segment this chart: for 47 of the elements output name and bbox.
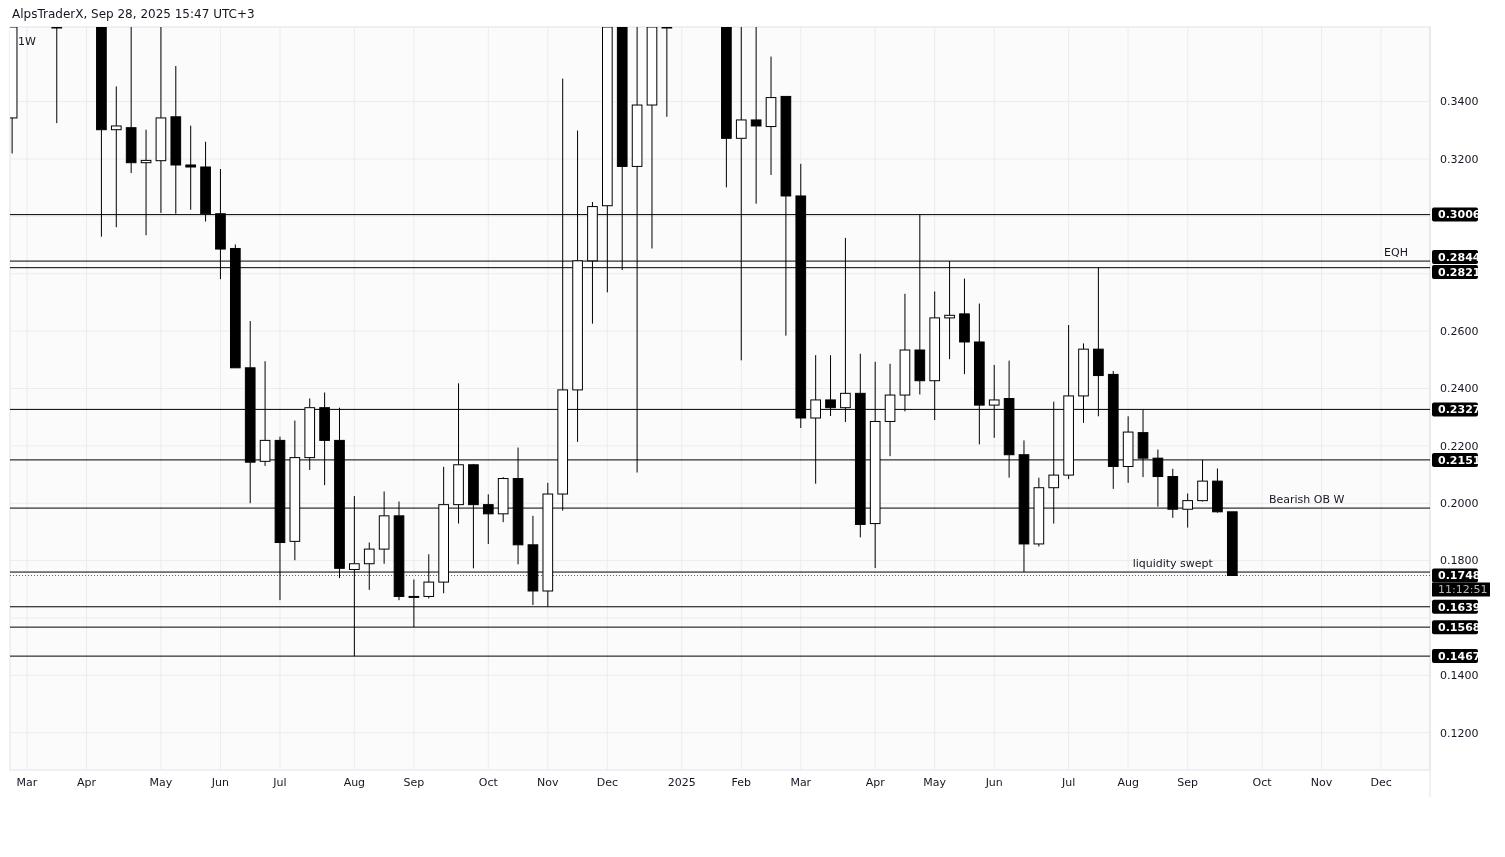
x-tick-label: Apr (865, 776, 886, 789)
annotation: liquidity swept (1132, 557, 1214, 571)
candlestick (125, 27, 137, 174)
ref-line-label: 0.3006 (1438, 208, 1481, 222)
x-tick-label: Feb (731, 776, 752, 789)
y-tick-label: 0.2000 (1440, 497, 1479, 511)
x-tick-label: 2025 (667, 776, 696, 789)
x-tick-label: Aug (1117, 776, 1139, 789)
text: 11:12:51 (1438, 583, 1488, 597)
x-tick-label: May (149, 776, 173, 789)
ref-line-label: 0.2821 (1438, 265, 1481, 279)
candlestick (959, 278, 970, 375)
y-tick-label: 0.3200 (1440, 152, 1479, 166)
y-tick-label: 0.1200 (1440, 726, 1479, 740)
annotation: Bearish OB W (1269, 493, 1345, 507)
x-tick-label: Jun (210, 776, 230, 789)
x-tick-label: Dec (1370, 776, 1392, 789)
y-tick-label: 0.3400 (1440, 95, 1479, 109)
x-tick-label: Sep (1177, 776, 1199, 789)
x-tick-label: Mar (790, 776, 812, 789)
ref-line-label: 0.2327 (1438, 403, 1481, 417)
y-tick-label: 0.1800 (1440, 554, 1479, 568)
x-tick-label: Apr (77, 776, 97, 789)
candlestick (765, 56, 777, 176)
y-tick-label: 0.2200 (1440, 439, 1479, 453)
y-tick-label: 0.1400 (1440, 669, 1479, 683)
x-tick-label: May (923, 776, 947, 789)
x-tick-label: Jun (984, 776, 1003, 789)
x-tick-label: Aug (343, 776, 366, 789)
x-tick-label: Jul (272, 776, 287, 789)
y-tick-label: 0.2400 (1440, 382, 1479, 396)
x-tick-label: Oct (478, 776, 499, 789)
ref-line-label: 0.1467 (1438, 649, 1481, 663)
x-tick-label: Nov (537, 776, 560, 789)
annotation: EQH (1384, 246, 1408, 260)
ref-line-label: 0.2151 (1438, 453, 1481, 467)
text: 1W (18, 35, 36, 48)
x-tick-label: Mar (16, 776, 38, 789)
x-tick-label: Jul (1060, 776, 1076, 789)
x-tick-label: Oct (1252, 776, 1273, 789)
x-tick-label: Sep (403, 776, 425, 789)
candlestick (185, 125, 197, 211)
chart-subtitle: AlpsTraderX, Sep 28, 2025 15:47 UTC+3 (12, 7, 255, 21)
candlestick (750, 27, 762, 205)
x-tick-label: Dec (596, 776, 618, 789)
x-tick-label: Nov (1310, 776, 1333, 789)
y-tick-label: 0.2600 (1440, 324, 1479, 338)
